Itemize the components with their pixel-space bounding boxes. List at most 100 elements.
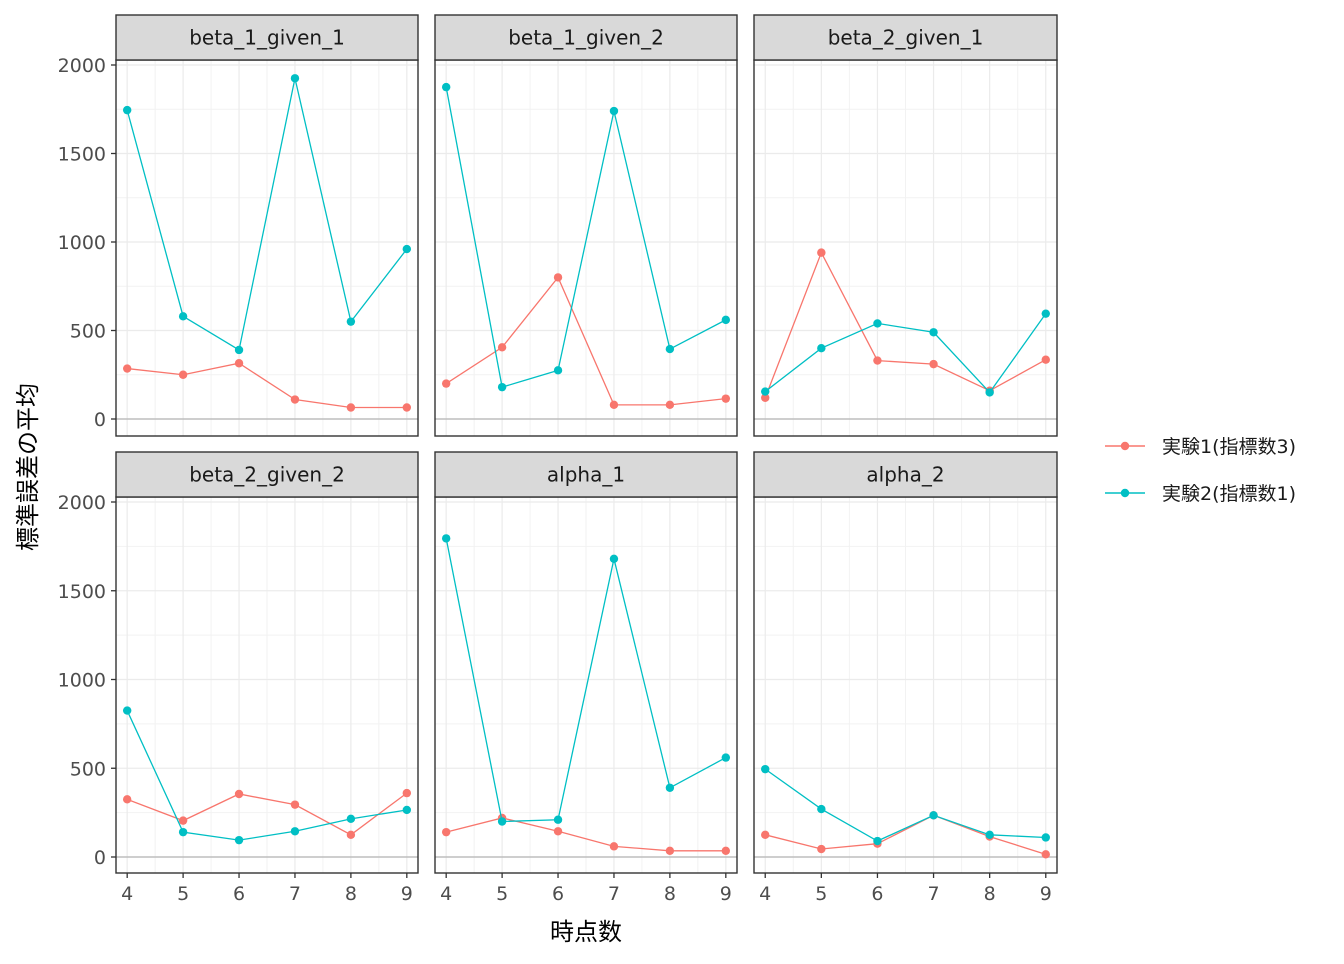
facet-panel: alpha_1 4 5 6 7 8 9 — [434, 451, 738, 905]
data-point — [609, 842, 619, 851]
data-point — [553, 366, 563, 375]
data-point — [290, 395, 300, 404]
x-tick-label: 6 — [552, 883, 564, 905]
facet-panel: beta_1_given_2 — [434, 14, 738, 437]
data-point — [665, 400, 675, 410]
legend-key-point — [1120, 441, 1130, 451]
data-point — [290, 800, 300, 809]
data-point — [761, 393, 770, 402]
x-tick-label: 4 — [759, 883, 771, 905]
x-tick-label: 9 — [401, 883, 413, 905]
series-line — [446, 817, 726, 852]
data-point — [873, 836, 882, 846]
x-tick-label: 9 — [720, 883, 732, 905]
y-tick-label: 1000 — [58, 232, 106, 254]
y-tick-label: 2000 — [58, 492, 106, 514]
data-point — [665, 344, 675, 354]
data-point — [873, 356, 882, 365]
facet-strip — [115, 14, 419, 61]
data-point — [721, 753, 731, 762]
data-point — [609, 554, 619, 563]
data-point — [761, 764, 770, 774]
data-point — [817, 248, 826, 257]
facet-title: alpha_2 — [866, 463, 944, 487]
data-point — [497, 817, 507, 826]
data-point — [665, 846, 675, 855]
x-tick-label: 6 — [871, 883, 883, 905]
data-point — [1041, 355, 1050, 364]
y-tick-label: 1500 — [58, 144, 106, 166]
data-point — [817, 804, 826, 814]
data-point — [402, 788, 412, 798]
facet-title: beta_1_given_1 — [189, 26, 345, 50]
data-point — [346, 403, 356, 412]
y-tick-label: 1000 — [58, 670, 106, 692]
x-tick-label: 6 — [233, 883, 245, 905]
legend-label: 実験2(指標数1) — [1162, 483, 1296, 505]
data-point — [761, 830, 770, 840]
facet-strip — [115, 451, 419, 498]
facet-panel: alpha_2 4 5 6 7 8 9 — [753, 451, 1058, 905]
y-tick-label: 500 — [70, 758, 106, 780]
y-tick-label: 1500 — [58, 581, 106, 603]
data-point — [1041, 850, 1050, 859]
facet-title: beta_1_given_2 — [508, 26, 664, 50]
series-line — [445, 276, 726, 406]
legend-label: 実験1(指標数3) — [1162, 436, 1296, 458]
data-point — [122, 364, 132, 373]
data-point — [441, 82, 451, 92]
facet-panel: beta_2_given_1 — [753, 14, 1058, 437]
legend: 実験1(指標数3) 実験2(指標数1) — [1105, 436, 1296, 505]
y-tick-label: 500 — [70, 321, 106, 343]
data-point — [122, 795, 132, 804]
data-point — [178, 370, 188, 379]
data-point — [234, 835, 244, 845]
data-point — [609, 106, 619, 116]
data-point — [441, 534, 451, 543]
facet-title: beta_2_given_2 — [189, 463, 345, 487]
series-line — [765, 814, 1046, 855]
facet-panel: beta_1_given_1 0 500 1000 1500 2000 — [58, 14, 419, 437]
data-point — [497, 343, 507, 352]
data-point — [929, 328, 938, 337]
series-line — [445, 538, 727, 823]
series-line — [126, 78, 408, 352]
x-tick-label: 9 — [1040, 883, 1052, 905]
x-tick-label: 7 — [608, 883, 620, 905]
data-point — [346, 814, 356, 824]
x-tick-label: 8 — [345, 883, 357, 905]
data-point — [234, 789, 244, 799]
series-line — [764, 251, 1047, 398]
data-point — [178, 312, 188, 321]
data-point — [402, 805, 412, 815]
data-point — [761, 387, 770, 396]
facet-title: alpha_1 — [547, 463, 625, 487]
data-point — [441, 379, 451, 388]
x-tick-label: 5 — [815, 883, 827, 905]
x-tick-label: 7 — [928, 883, 940, 905]
data-point — [873, 319, 882, 328]
facet-panel: beta_2_given_2 0 500 1000 1500 2000 4 5 6 7 8 9 — [58, 451, 419, 905]
data-point — [553, 815, 563, 824]
x-tick-label: 5 — [177, 883, 189, 905]
facet-title: beta_2_given_1 — [828, 26, 984, 50]
data-point — [721, 394, 731, 403]
data-point — [817, 344, 826, 353]
data-point — [929, 811, 938, 820]
data-point — [234, 345, 244, 355]
data-point — [985, 830, 994, 840]
data-point — [553, 273, 563, 282]
x-tick-label: 4 — [121, 883, 133, 905]
data-point — [178, 816, 188, 825]
data-point — [290, 827, 300, 836]
legend-key-point — [1120, 488, 1130, 498]
data-point — [721, 315, 731, 325]
data-point — [122, 706, 132, 715]
facet-strip — [753, 14, 1058, 61]
data-point — [553, 827, 563, 836]
y-axis-title: 標準誤差の平均 — [14, 383, 42, 551]
facet-strip — [434, 14, 738, 61]
y-tick-label: 0 — [94, 409, 106, 431]
